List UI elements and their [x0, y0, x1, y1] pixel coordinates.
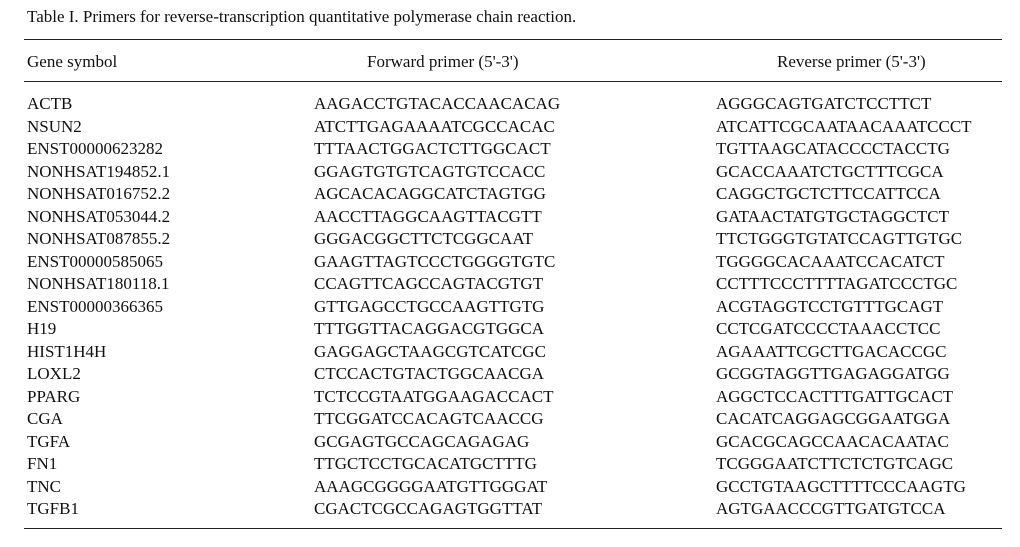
- reverse-primer-cell: CACATCAGGAGCGGAATGGA: [716, 409, 951, 428]
- gene-symbol-cell: TGFB1: [27, 499, 79, 518]
- forward-primer-cell: AAGACCTGTACACCAACACAG: [314, 94, 561, 113]
- gene-symbol-cell: ENST00000623282: [27, 139, 163, 158]
- reverse-primer-cell: AGAAATTCGCTTGACACCGC: [716, 341, 947, 361]
- gene-symbol-cell: LOXL2: [27, 364, 81, 383]
- table-row: HIST1H4H GAGGAGCTAAGCGTCATCGC AGAAATTCGC…: [0, 341, 1020, 364]
- forward-primer-cell: CTCCACTGTACTGGCAACGA: [314, 364, 545, 383]
- forward-primer-cell: CCAGTTCAGCCAGTACGTGT: [314, 274, 544, 293]
- reverse-primer-cell: TTCTGGGTGTATCCAGTTGTGC: [716, 229, 963, 248]
- forward-primer-cell: GGGACGGCTTCTCGGCAAT: [314, 229, 534, 248]
- reverse-primer-cell: GCACGCAGCCAACACAATAC: [716, 431, 949, 451]
- table-row: ENST00000623282 TTTAACTGGACTCTTGGCACT TG…: [0, 138, 1020, 161]
- gene-symbol-cell: H19: [27, 319, 57, 338]
- gene-symbol-cell: ENST00000366365: [27, 296, 163, 316]
- forward-primer-cell: GAGGAGCTAAGCGTCATCGC: [314, 341, 546, 361]
- table-row: TGFA GCGAGTGCCAGCAGAGAG GCACGCAGCCAACACA…: [0, 431, 1020, 454]
- table-row: NONHSAT087855.2 GGGACGGCTTCTCGGCAAT TTCT…: [0, 228, 1020, 251]
- forward-primer-cell: GTTGAGCCTGCCAAGTTGTG: [314, 296, 545, 316]
- table-row: ACTB AAGACCTGTACACCAACACAG AGGGCAGTGATCT…: [0, 93, 1020, 116]
- forward-primer-cell: GAAGTTAGTCCCTGGGGTGTC: [314, 251, 556, 271]
- reverse-primer-cell: GCACCAAATCTGCTTTCGCA: [716, 161, 944, 181]
- gene-symbol-cell: ENST00000585065: [27, 251, 163, 271]
- gene-symbol-cell: HIST1H4H: [27, 341, 107, 361]
- gene-symbol-cell: CGA: [27, 409, 63, 428]
- table-row: ENST00000585065 GAAGTTAGTCCCTGGGGTGTC TG…: [0, 251, 1020, 274]
- table-row: H19 TTTGGTTACAGGACGTGGCA CCTCGATCCCCTAAA…: [0, 318, 1020, 341]
- table-row: FN1 TTGCTCCTGCACATGCTTTG TCGGGAATCTTCTCT…: [0, 453, 1020, 476]
- gene-symbol-cell: ACTB: [27, 94, 73, 113]
- table-row: ENST00000366365 GTTGAGCCTGCCAAGTTGTG ACG…: [0, 296, 1020, 319]
- table-row: NONHSAT016752.2 AGCACACAGGCATCTAGTGG CAG…: [0, 183, 1020, 206]
- gene-symbol-cell: TNC: [27, 476, 61, 496]
- column-header-forward-primer: Forward primer (5'-3'): [367, 52, 519, 71]
- gene-symbol-cell: NONHSAT087855.2: [27, 229, 171, 248]
- column-header-gene-symbol: Gene symbol: [27, 52, 118, 71]
- forward-primer-cell: AACCTTAGGCAAGTTACGTT: [314, 206, 542, 226]
- reverse-primer-cell: CCTCGATCCCCTAAACCTCC: [716, 319, 941, 338]
- gene-symbol-cell: NSUN2: [27, 116, 82, 136]
- gene-symbol-cell: FN1: [27, 454, 58, 473]
- forward-primer-cell: TTGCTCCTGCACATGCTTTG: [314, 454, 537, 473]
- table-row: TGFB1 CGACTCGCCAGAGTGGTTAT AGTGAACCCGTTG…: [0, 498, 1020, 521]
- gene-symbol-cell: PPARG: [27, 386, 81, 406]
- reverse-primer-cell: AGGGCAGTGATCTCCTTCT: [716, 94, 932, 113]
- reverse-primer-cell: ATCATTCGCAATAACAAATCCCT: [716, 116, 972, 136]
- table-row: TNC AAAGCGGGGAATGTTGGGAT GCCTGTAAGCTTTTC…: [0, 476, 1020, 499]
- reverse-primer-cell: CCTTTCCCTTTTAGATCCCTGC: [716, 274, 958, 293]
- table-caption: Table I. Primers for reverse-transcripti…: [27, 7, 577, 26]
- reverse-primer-cell: TGTTAAGCATACCCCTACCTG: [716, 139, 950, 158]
- reverse-primer-cell: TCGGGAATCTTCTCTGTCAGC: [716, 454, 954, 473]
- forward-primer-cell: AAAGCGGGGAATGTTGGGAT: [314, 476, 548, 496]
- reverse-primer-cell: GATAACTATGTGCTAGGCTCT: [716, 206, 949, 226]
- column-header-reverse-primer: Reverse primer (5'-3'): [777, 52, 926, 71]
- reverse-primer-cell: AGGCTCCACTTTGATTGCACT: [716, 386, 954, 406]
- reverse-primer-cell: GCCTGTAAGCTTTTCCCAAGTG: [716, 476, 966, 496]
- table-bottom-rule: [24, 528, 1002, 529]
- forward-primer-cell: TTTAACTGGACTCTTGGCACT: [314, 139, 551, 158]
- table-row: NONHSAT053044.2 AACCTTAGGCAAGTTACGTT GAT…: [0, 206, 1020, 229]
- gene-symbol-cell: TGFA: [27, 431, 71, 451]
- forward-primer-cell: CGACTCGCCAGAGTGGTTAT: [314, 499, 543, 518]
- table-row: NONHSAT180118.1 CCAGTTCAGCCAGTACGTGT CCT…: [0, 273, 1020, 296]
- reverse-primer-cell: AGTGAACCCGTTGATGTCCA: [716, 499, 946, 518]
- reverse-primer-cell: CAGGCTGCTCTTCCATTCCA: [716, 184, 941, 203]
- reverse-primer-cell: TGGGGCACAAATCCACATCT: [716, 251, 945, 271]
- table-row: CGA TTCGGATCCACAGTCAACCG CACATCAGGAGCGGA…: [0, 408, 1020, 431]
- table-row: NONHSAT194852.1 GGAGTGTGTCAGTGTCCACC GCA…: [0, 161, 1020, 184]
- gene-symbol-cell: NONHSAT194852.1: [27, 161, 171, 181]
- table-row: LOXL2 CTCCACTGTACTGGCAACGA GCGGTAGGTTGAG…: [0, 363, 1020, 386]
- forward-primer-cell: TTTGGTTACAGGACGTGGCA: [314, 319, 545, 338]
- gene-symbol-cell: NONHSAT016752.2: [27, 184, 171, 203]
- forward-primer-cell: TTCGGATCCACAGTCAACCG: [314, 409, 544, 428]
- forward-primer-cell: ATCTTGAGAAAATCGCCACAC: [314, 116, 555, 136]
- table-row: NSUN2 ATCTTGAGAAAATCGCCACAC ATCATTCGCAAT…: [0, 116, 1020, 139]
- gene-symbol-cell: NONHSAT180118.1: [27, 274, 170, 293]
- forward-primer-cell: TCTCCGTAATGGAAGACCACT: [314, 386, 554, 406]
- reverse-primer-cell: GCGGTAGGTTGAGAGGATGG: [716, 364, 950, 383]
- forward-primer-cell: GGAGTGTGTCAGTGTCCACC: [314, 161, 546, 181]
- reverse-primer-cell: ACGTAGGTCCTGTTTGCAGT: [716, 296, 944, 316]
- table-header-rule: [24, 81, 1002, 82]
- forward-primer-cell: GCGAGTGCCAGCAGAGAG: [314, 431, 530, 451]
- forward-primer-cell: AGCACACAGGCATCTAGTGG: [314, 184, 546, 203]
- table-row: PPARG TCTCCGTAATGGAAGACCACT AGGCTCCACTTT…: [0, 386, 1020, 409]
- table-body: ACTB AAGACCTGTACACCAACACAG AGGGCAGTGATCT…: [0, 93, 1020, 521]
- gene-symbol-cell: NONHSAT053044.2: [27, 206, 171, 226]
- table-top-rule: [24, 39, 1002, 40]
